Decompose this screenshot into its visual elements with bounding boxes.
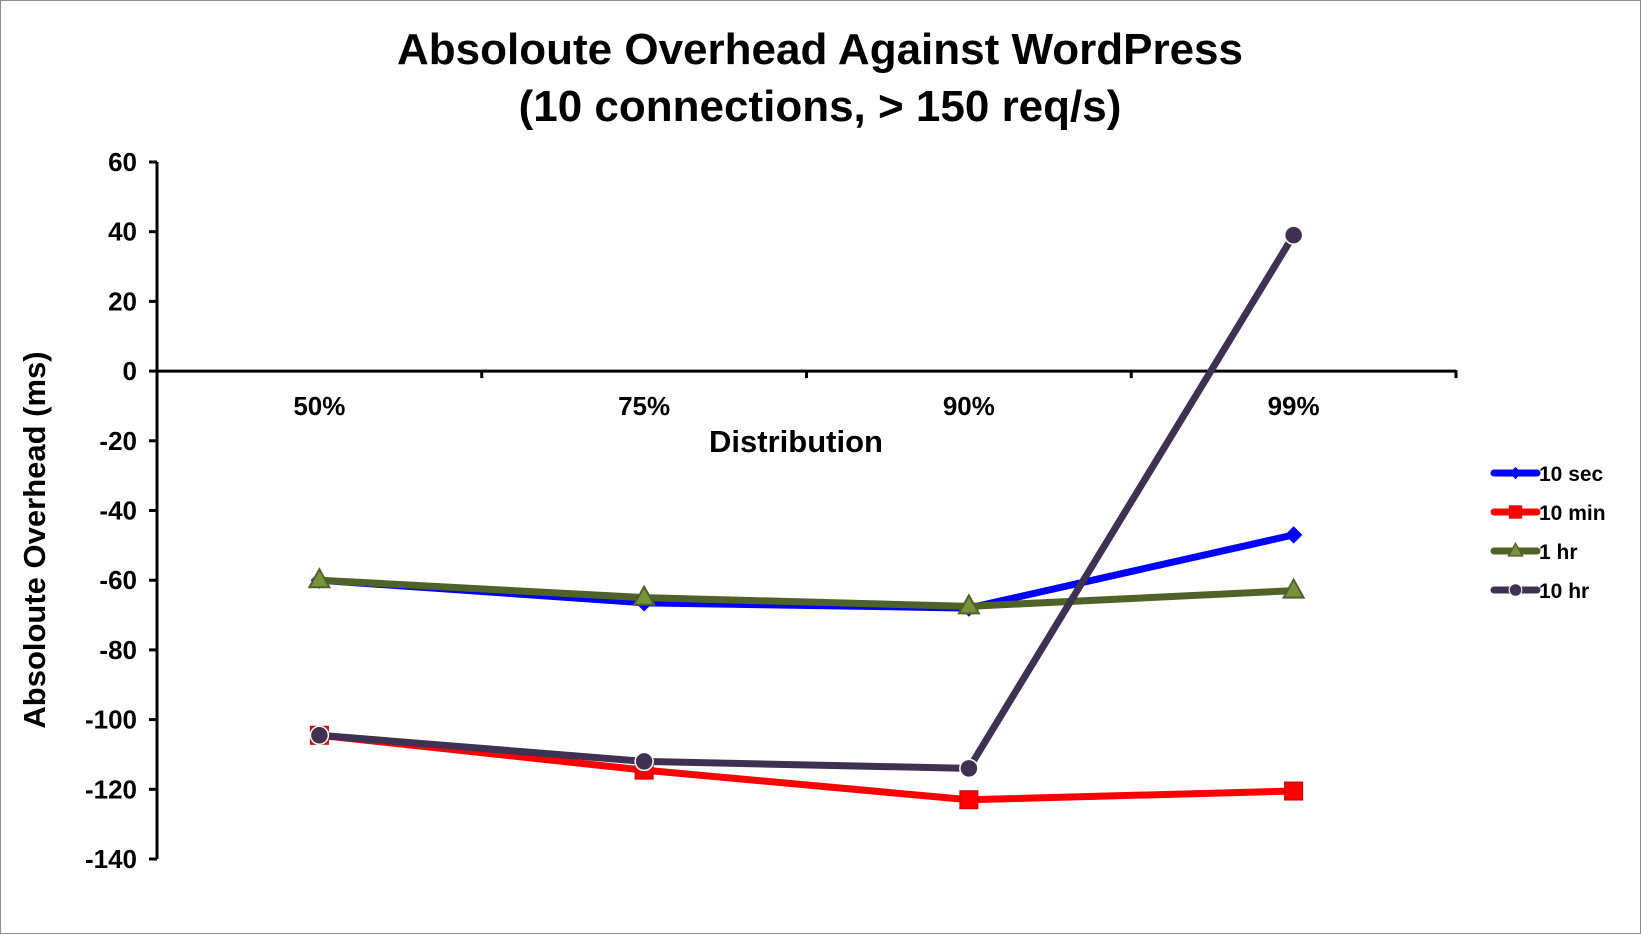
- y-tick-label: -120: [85, 774, 137, 804]
- data-point: [307, 567, 332, 589]
- legend-label: 10 sec: [1539, 463, 1604, 486]
- y-axis-title: Absoloute Overhead (ms): [17, 351, 52, 728]
- data-point: [1281, 577, 1306, 599]
- legend-item: 10 min: [1490, 502, 1606, 525]
- data-point: [1284, 781, 1304, 801]
- series-line: [315, 576, 1298, 610]
- chart-title: Absoloute Overhead Against WordPress (10…: [397, 25, 1243, 131]
- legend-item: 10 hr: [1490, 580, 1589, 603]
- x-tick-label: 90%: [943, 391, 995, 421]
- legend-label: 1 hr: [1539, 541, 1578, 564]
- x-tick-label: 50%: [293, 391, 345, 421]
- y-tick-label: -40: [99, 496, 137, 526]
- x-tick-label: 75%: [618, 391, 670, 421]
- data-point: [632, 584, 656, 606]
- x-tick-label: 99%: [1268, 391, 1320, 421]
- y-tick-label: 20: [108, 286, 137, 316]
- data-point: [957, 593, 981, 615]
- series-10-hr: [309, 225, 1304, 779]
- legend-label: 10 min: [1539, 502, 1606, 525]
- series-1-hr: [307, 567, 1306, 615]
- plot-area: [307, 225, 1306, 810]
- chart-title-line-1: Absoloute Overhead Against WordPress: [397, 25, 1243, 74]
- legend-label: 10 hr: [1539, 580, 1589, 603]
- y-tick-label: 0: [123, 356, 137, 386]
- legend-item: 1 hr: [1490, 541, 1578, 564]
- chart-title-line-2: (10 connections, > 150 req/s): [519, 82, 1122, 131]
- y-tick-label: 60: [108, 147, 137, 177]
- data-point: [309, 725, 330, 746]
- data-point: [959, 790, 979, 810]
- series-line: [315, 731, 1298, 804]
- y-tick-label: -80: [99, 635, 137, 665]
- y-tick-label: -60: [99, 565, 137, 595]
- legend-swatch-marker: [1508, 505, 1523, 519]
- axes: 60 40 20 0 -20 -40 -60 -80 -100 -120 -140 50% 75% 90%…: [85, 147, 1458, 874]
- data-point: [1283, 225, 1304, 245]
- y-tick-label: 40: [108, 217, 137, 247]
- y-tick-label: -140: [85, 844, 137, 874]
- series-line: [315, 231, 1298, 772]
- legend-swatch-marker: [1508, 583, 1523, 597]
- legend-item: 10 sec: [1490, 463, 1604, 486]
- data-point: [959, 758, 979, 779]
- legend: 10 sec 10 min 1 hr 10 hr: [1490, 463, 1606, 603]
- legend-swatch-marker: [1507, 541, 1524, 557]
- data-point: [1284, 526, 1303, 544]
- x-axis-title: Distribution: [709, 424, 883, 459]
- data-point: [634, 751, 654, 772]
- legend-swatch-marker: [1509, 466, 1522, 480]
- y-tick-label: -20: [99, 426, 137, 456]
- y-tick-label: -100: [85, 705, 137, 735]
